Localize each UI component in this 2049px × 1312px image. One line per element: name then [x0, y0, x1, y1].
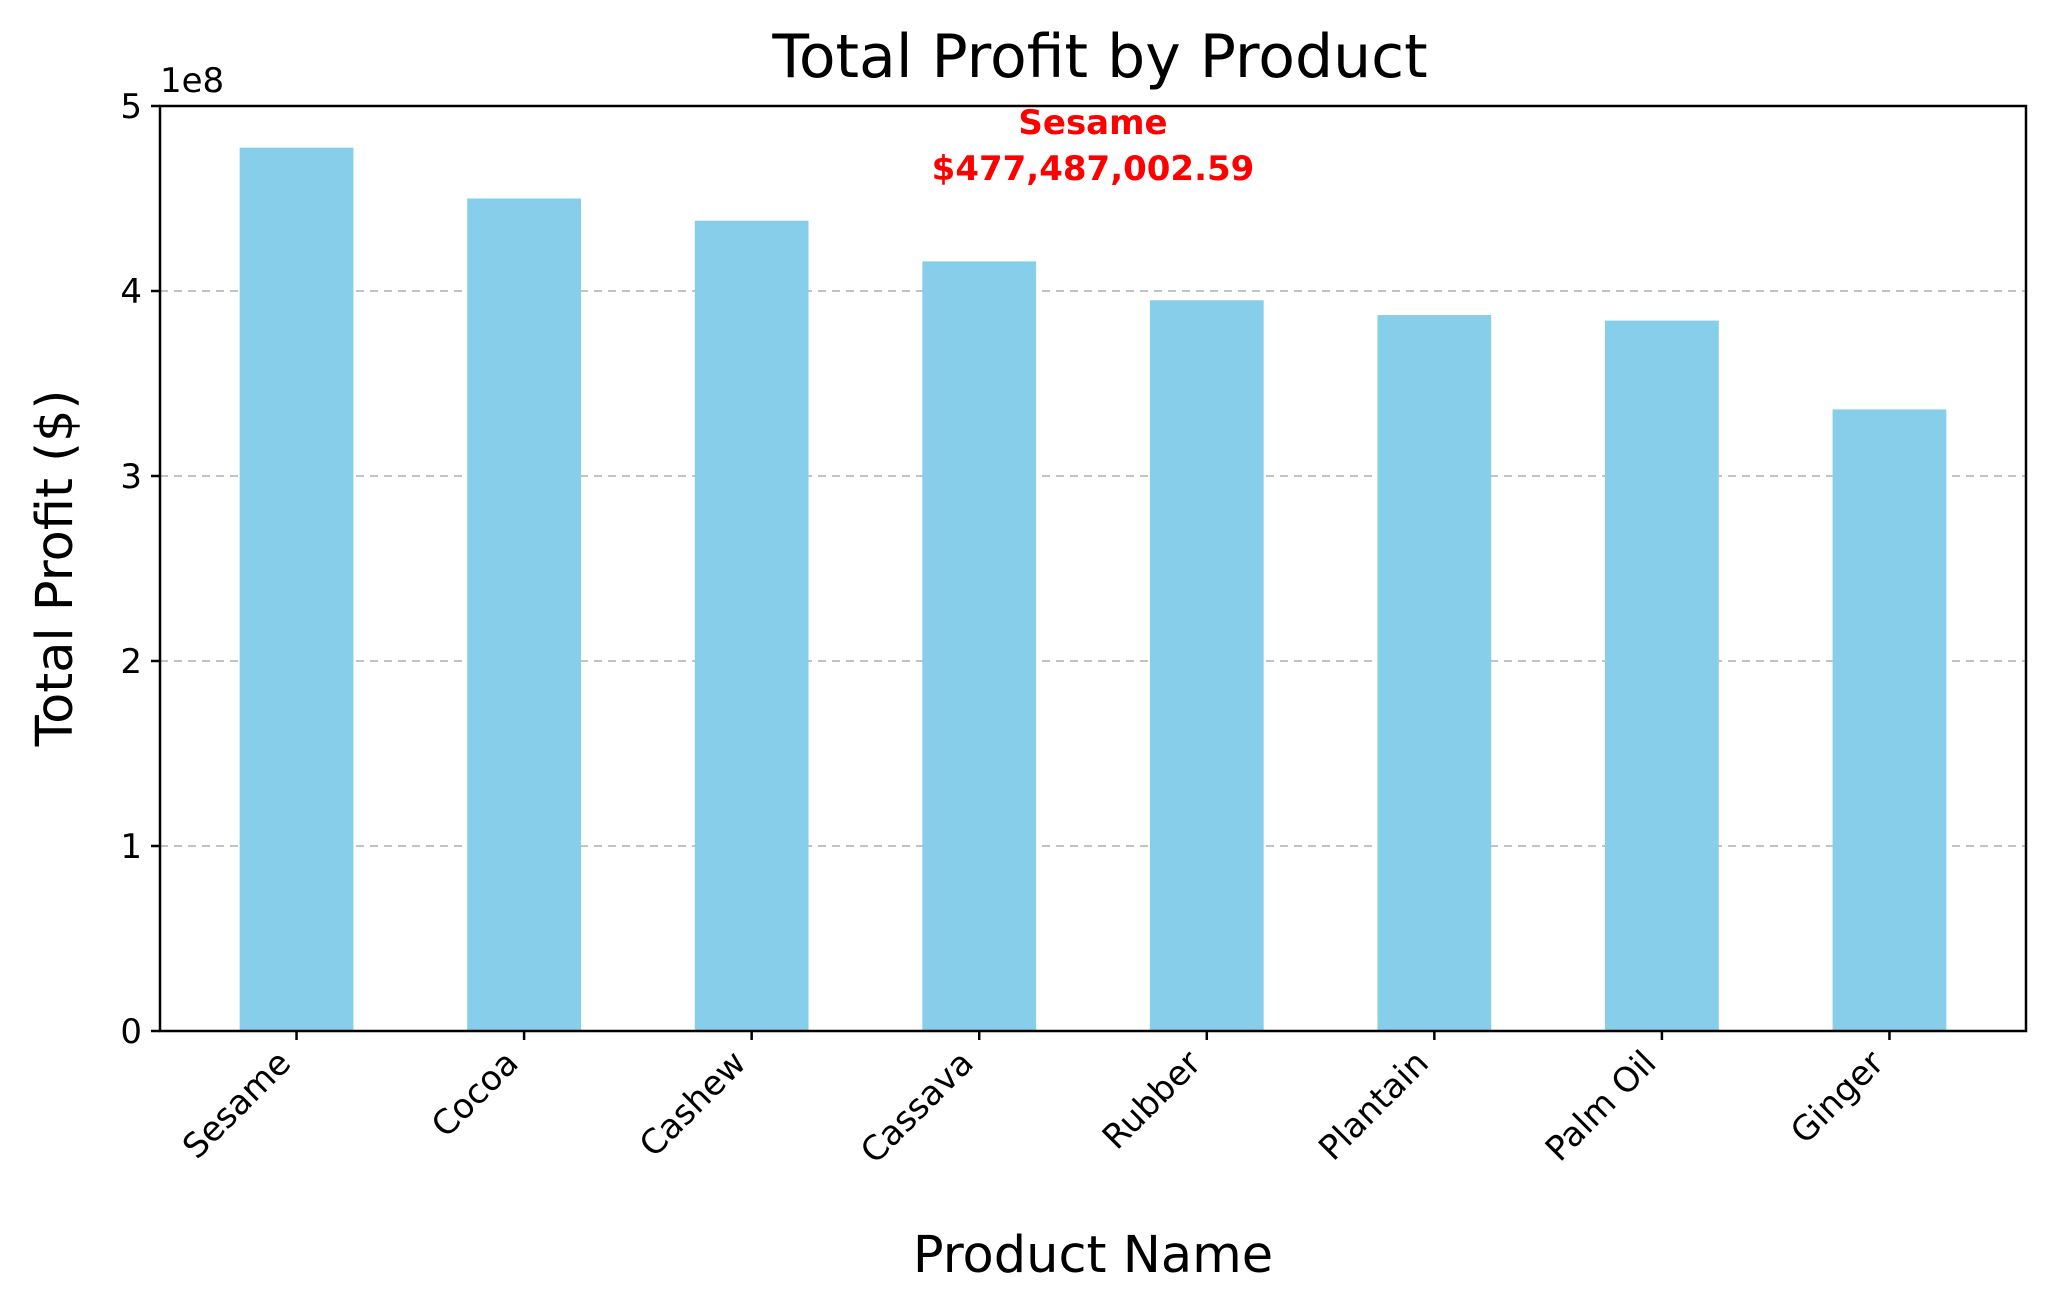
x-axis-ticks: Sesame Cocoa Cashew Cassava Rubber Plantain Pa…: [175, 1031, 1892, 1172]
y-tick-label-1: 1: [120, 827, 142, 867]
y-axis-offset-label: 1e8: [160, 61, 224, 101]
y-axis-label: Total Profit ($): [26, 390, 85, 748]
x-tick-label-2: Cashew: [632, 1043, 754, 1165]
x-tick-label-1: Cocoa: [424, 1043, 526, 1145]
bar-palm-oil: [1605, 320, 1719, 1032]
bar-plantain: [1377, 315, 1492, 1031]
x-tick-label-4: Rubber: [1095, 1043, 1209, 1157]
x-tick-label-5: Plantain: [1311, 1043, 1437, 1169]
x-axis-label: Product Name: [913, 1226, 1273, 1285]
bar-cocoa: [467, 198, 581, 1031]
y-tick-label-3: 3: [120, 457, 142, 497]
bar-sesame: [239, 147, 354, 1031]
y-tick-label-2: 2: [120, 642, 142, 682]
plot-frame: [158, 104, 2028, 1033]
bar-rubber: [1149, 300, 1264, 1031]
bar-cassava: [922, 261, 1037, 1031]
bar-cashew: [694, 220, 809, 1031]
x-tick-label-7: Ginger: [1783, 1043, 1892, 1152]
y-tick-label-4: 4: [120, 272, 142, 312]
y-tick-label-0: 0: [120, 1012, 142, 1052]
y-axis-ticks: 0 1 2 3 4 5: [120, 87, 160, 1052]
x-tick-label-3: Cassava: [853, 1043, 982, 1172]
annotation-line-2: $477,487,002.59: [932, 149, 1255, 189]
y-tick-label-5: 5: [120, 87, 142, 127]
chart-title: Total Profit by Product: [771, 22, 1427, 92]
annotation-line-1: Sesame: [1018, 103, 1167, 143]
bar-ginger: [1832, 409, 1947, 1031]
grid-lines: [160, 105, 2026, 847]
bars: [239, 147, 1947, 1032]
x-tick-label-0: Sesame: [175, 1043, 299, 1167]
x-tick-label-6: Palm Oil: [1538, 1043, 1664, 1169]
